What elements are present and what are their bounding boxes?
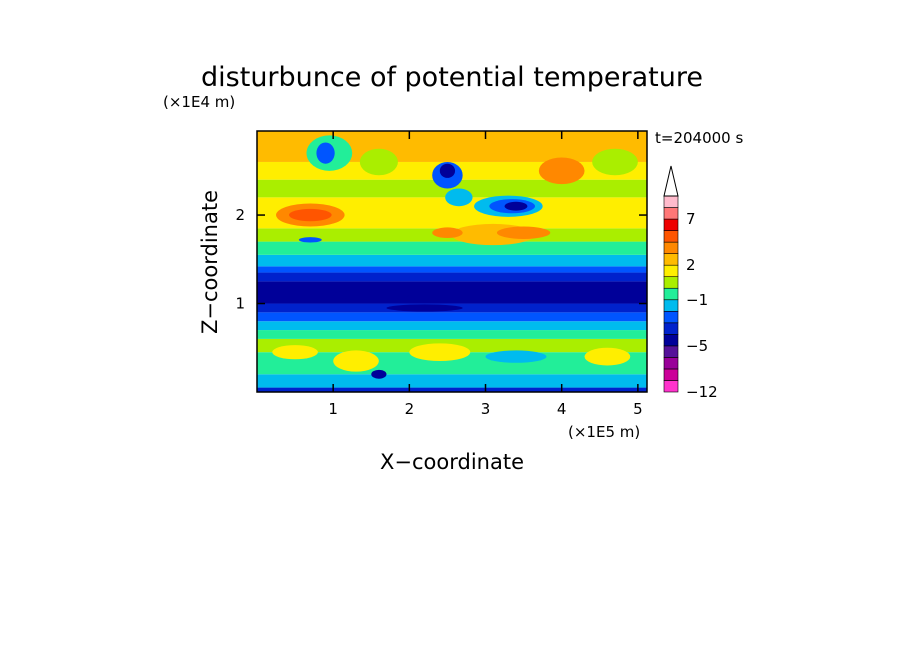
contour-feature-19	[272, 345, 318, 360]
colorbar-swatch-8	[663, 287, 679, 301]
chart-title: disturbunce of potential temperature	[201, 62, 703, 93]
contour-band-10	[257, 266, 647, 273]
colorbar-swatch-14	[663, 218, 679, 231]
contour-band-0	[257, 387, 647, 392]
colorbar-swatch-13	[663, 230, 679, 243]
x-tick-label-3: 4	[557, 400, 567, 418]
contour-feature-16	[592, 148, 638, 176]
colorbar-label-3: 2	[686, 256, 696, 274]
contour-feature-18	[409, 343, 471, 362]
contour-feature-25	[386, 304, 463, 312]
colorbar-swatch-0	[663, 380, 679, 393]
colorbar-swatch-5	[663, 322, 679, 335]
x-tick-label-0: 1	[328, 400, 338, 418]
contour-feature-20	[584, 347, 631, 366]
contour-feature-23	[333, 289, 410, 300]
contour-feature-21	[485, 350, 547, 363]
x-tick-label-1: 2	[405, 400, 415, 418]
colorbar-label-2: −1	[686, 291, 708, 309]
y-scale-label: (×1E4 m)	[163, 93, 235, 111]
plot-frame	[256, 130, 648, 393]
colorbar-swatch-16	[663, 195, 679, 208]
contour-band-11	[257, 254, 647, 267]
contour-band-5	[257, 321, 647, 331]
x-tick-label-4: 5	[633, 400, 643, 418]
x-axis-ticks: 1 2 3 4 5	[328, 131, 643, 418]
x-scale-label: (×1E5 m)	[568, 423, 640, 441]
contour-feature-9	[439, 163, 456, 178]
y-axis-label: Z−coordinate	[198, 190, 222, 334]
contour-feature-10	[445, 188, 473, 207]
contour-feature-1	[288, 208, 332, 222]
contour-feature-22	[371, 369, 387, 379]
y-tick-label-1: 2	[235, 206, 245, 224]
contour-band-1	[257, 374, 647, 388]
colorbar-swatch-7	[663, 299, 679, 312]
colorbar-swatch-1	[663, 368, 679, 381]
contour-feature-12	[316, 142, 335, 164]
x-tick-label-2: 3	[481, 400, 491, 418]
colorbar-swatch-11	[663, 253, 679, 266]
colorbar-swatch-9	[663, 276, 679, 289]
contour-feature-17	[333, 350, 379, 372]
colorbar-label-1: −5	[686, 337, 708, 355]
time-label: t=204000 s	[655, 129, 743, 147]
contour-band-6	[257, 312, 647, 322]
contour-feature-14	[298, 237, 322, 243]
colorbar-label-0: −12	[686, 383, 718, 401]
contour-feature-24	[561, 291, 608, 302]
contour-band-12	[257, 241, 647, 255]
contour-feature-15	[538, 157, 585, 185]
colorbar-swatch-6	[663, 310, 679, 324]
colorbar-swatch-2	[663, 357, 679, 370]
contour-feature-4	[432, 227, 463, 239]
contour-feature-7	[504, 201, 528, 211]
colorbar-extend-arrow	[663, 165, 679, 197]
colorbar-swatch-4	[663, 334, 679, 347]
contour-band-4	[257, 330, 647, 339]
colorbar-swatch-15	[663, 207, 679, 220]
colorbar-swatch-3	[663, 345, 679, 358]
colorbar-swatch-12	[663, 241, 679, 254]
contour-feature-3	[496, 226, 551, 239]
contour-feature-13	[359, 148, 398, 176]
colorbar-swatch-10	[663, 264, 679, 278]
contour-band-9	[257, 272, 647, 282]
contour-field	[257, 131, 647, 392]
colorbar: −12−5−127	[663, 165, 718, 401]
y-axis-ticks: 12	[235, 206, 647, 313]
y-tick-label-0: 1	[235, 295, 245, 313]
colorbar-label-4: 7	[686, 210, 696, 228]
contour-band-15	[257, 179, 647, 198]
x-axis-label: X−coordinate	[380, 450, 524, 474]
